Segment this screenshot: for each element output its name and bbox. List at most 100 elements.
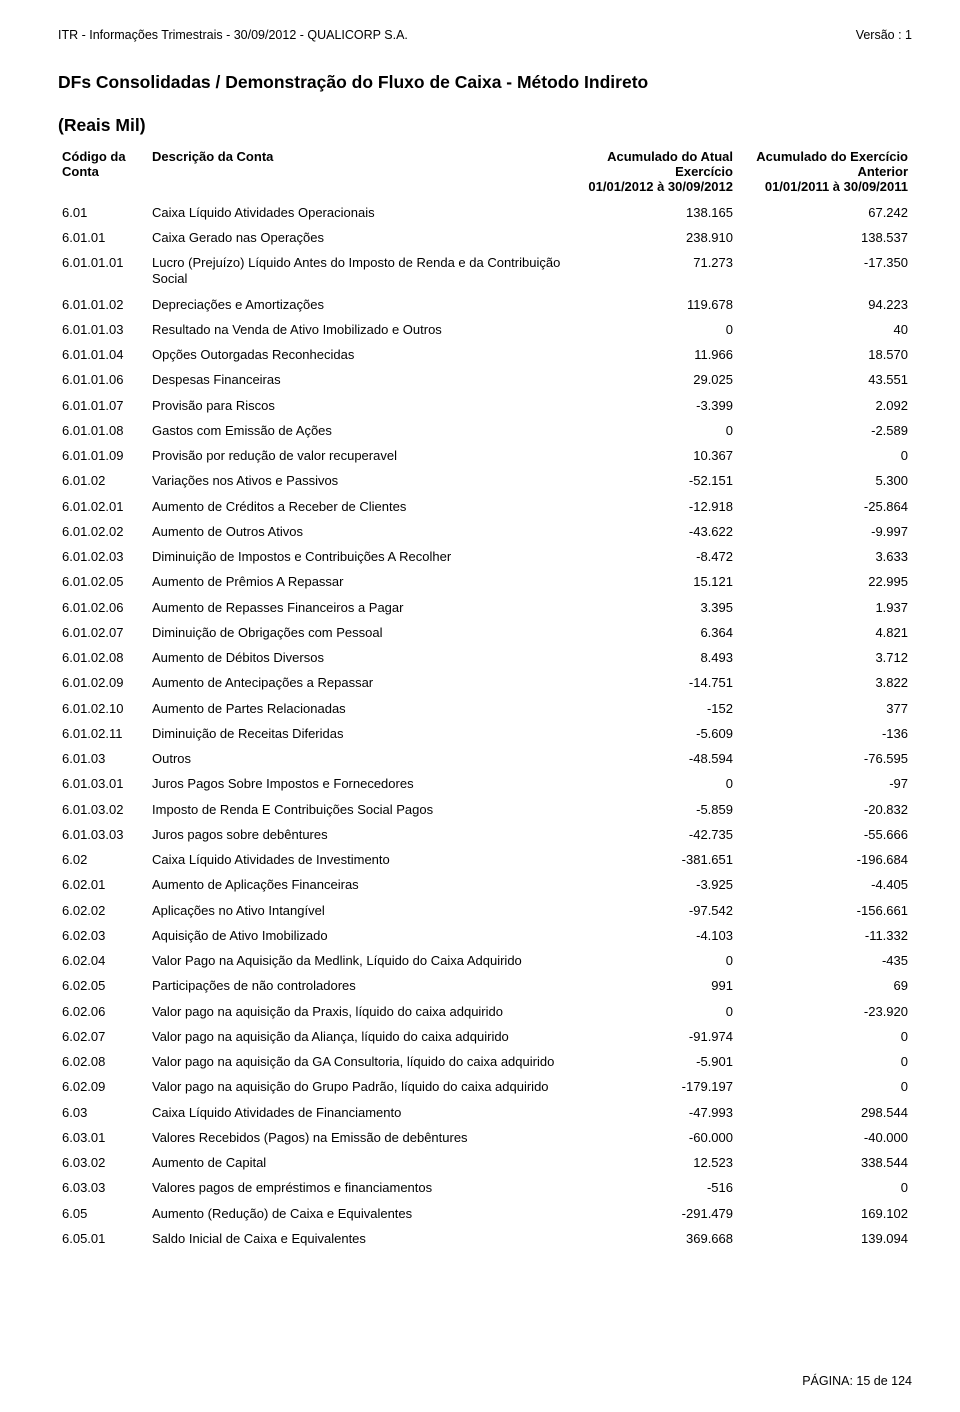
cell-value-previous: 298.544 bbox=[737, 1100, 912, 1125]
cell-code: 6.01.01 bbox=[58, 225, 148, 250]
cell-value-previous: 40 bbox=[737, 317, 912, 342]
cashflow-table: Código da Conta Descrição da Conta Acumu… bbox=[58, 146, 912, 1252]
table-row: 6.02.04Valor Pago na Aquisição da Medlin… bbox=[58, 949, 912, 974]
table-row: 6.02.05Participações de não controladore… bbox=[58, 974, 912, 999]
col-header-current-l2: Exercício bbox=[675, 164, 733, 179]
cell-description: Imposto de Renda E Contribuições Social … bbox=[148, 797, 567, 822]
cell-code: 6.01.02.07 bbox=[58, 620, 148, 645]
cell-description: Lucro (Prejuízo) Líquido Antes do Impost… bbox=[148, 251, 567, 293]
table-row: 6.03.03Valores pagos de empréstimos e fi… bbox=[58, 1176, 912, 1201]
cell-value-previous: 0 bbox=[737, 1176, 912, 1201]
cell-description: Provisão para Riscos bbox=[148, 393, 567, 418]
table-row: 6.01.01.01Lucro (Prejuízo) Líquido Antes… bbox=[58, 251, 912, 293]
cell-value-current: 29.025 bbox=[567, 368, 737, 393]
cell-description: Aumento de Repasses Financeiros a Pagar bbox=[148, 595, 567, 620]
cell-code: 6.01.02.02 bbox=[58, 519, 148, 544]
table-row: 6.03Caixa Líquido Atividades de Financia… bbox=[58, 1100, 912, 1125]
cell-description: Aumento de Antecipações a Repassar bbox=[148, 671, 567, 696]
table-row: 6.02.01Aumento de Aplicações Financeiras… bbox=[58, 873, 912, 898]
cell-value-previous: -435 bbox=[737, 949, 912, 974]
cell-value-previous: -196.684 bbox=[737, 848, 912, 873]
cell-description: Diminuição de Obrigações com Pessoal bbox=[148, 620, 567, 645]
cell-code: 6.01.01.04 bbox=[58, 343, 148, 368]
cell-description: Diminuição de Receitas Diferidas bbox=[148, 721, 567, 746]
cell-value-previous: 5.300 bbox=[737, 469, 912, 494]
table-row: 6.01.01.09Provisão por redução de valor … bbox=[58, 444, 912, 469]
cell-code: 6.01.03.01 bbox=[58, 772, 148, 797]
cell-code: 6.03.02 bbox=[58, 1151, 148, 1176]
cell-value-previous: -2.589 bbox=[737, 418, 912, 443]
table-row: 6.01.02.09Aumento de Antecipações a Repa… bbox=[58, 671, 912, 696]
table-row: 6.05.01Saldo Inicial de Caixa e Equivale… bbox=[58, 1226, 912, 1251]
table-row: 6.01.03.02Imposto de Renda E Contribuiçõ… bbox=[58, 797, 912, 822]
cell-code: 6.05.01 bbox=[58, 1226, 148, 1251]
cell-code: 6.01.01.01 bbox=[58, 251, 148, 293]
cell-description: Aumento de Outros Ativos bbox=[148, 519, 567, 544]
cell-description: Outros bbox=[148, 747, 567, 772]
cell-value-previous: 0 bbox=[737, 1024, 912, 1049]
cell-value-current: -42.735 bbox=[567, 822, 737, 847]
cell-code: 6.03.01 bbox=[58, 1125, 148, 1150]
cell-value-current: -97.542 bbox=[567, 898, 737, 923]
cell-value-current: -4.103 bbox=[567, 923, 737, 948]
cell-description: Caixa Gerado nas Operações bbox=[148, 225, 567, 250]
cell-description: Gastos com Emissão de Ações bbox=[148, 418, 567, 443]
cell-code: 6.01.02.08 bbox=[58, 646, 148, 671]
table-row: 6.01Caixa Líquido Atividades Operacionai… bbox=[58, 200, 912, 225]
cell-description: Depreciações e Amortizações bbox=[148, 292, 567, 317]
cell-description: Despesas Financeiras bbox=[148, 368, 567, 393]
cell-description: Variações nos Ativos e Passivos bbox=[148, 469, 567, 494]
cell-code: 6.01.02 bbox=[58, 469, 148, 494]
cell-code: 6.02.01 bbox=[58, 873, 148, 898]
cell-value-previous: -25.864 bbox=[737, 494, 912, 519]
section-title: DFs Consolidadas / Demonstração do Fluxo… bbox=[58, 72, 912, 93]
cell-value-previous: 338.544 bbox=[737, 1151, 912, 1176]
cell-code: 6.01.03.03 bbox=[58, 822, 148, 847]
cell-description: Aumento de Partes Relacionadas bbox=[148, 696, 567, 721]
cell-code: 6.01.02.01 bbox=[58, 494, 148, 519]
header-right: Versão : 1 bbox=[856, 28, 912, 42]
cell-code: 6.03 bbox=[58, 1100, 148, 1125]
cell-value-previous: -4.405 bbox=[737, 873, 912, 898]
cell-description: Juros Pagos Sobre Impostos e Fornecedore… bbox=[148, 772, 567, 797]
cell-value-current: -3.399 bbox=[567, 393, 737, 418]
cell-value-current: -91.974 bbox=[567, 1024, 737, 1049]
cell-value-current: -12.918 bbox=[567, 494, 737, 519]
cell-description: Provisão por redução de valor recuperave… bbox=[148, 444, 567, 469]
cell-value-current: 0 bbox=[567, 317, 737, 342]
cell-code: 6.02.02 bbox=[58, 898, 148, 923]
cell-code: 6.02.08 bbox=[58, 1050, 148, 1075]
cell-value-previous: 94.223 bbox=[737, 292, 912, 317]
cell-value-current: -516 bbox=[567, 1176, 737, 1201]
cell-value-current: -8.472 bbox=[567, 545, 737, 570]
cell-code: 6.02.05 bbox=[58, 974, 148, 999]
table-row: 6.01.01.02Depreciações e Amortizações119… bbox=[58, 292, 912, 317]
cell-code: 6.01.01.07 bbox=[58, 393, 148, 418]
cell-value-current: -5.609 bbox=[567, 721, 737, 746]
table-row: 6.02Caixa Líquido Atividades de Investim… bbox=[58, 848, 912, 873]
cell-value-previous: 139.094 bbox=[737, 1226, 912, 1251]
cell-value-current: 369.668 bbox=[567, 1226, 737, 1251]
cell-code: 6.01.01.09 bbox=[58, 444, 148, 469]
col-header-previous-l3: 01/01/2011 à 30/09/2011 bbox=[765, 179, 908, 194]
table-row: 6.02.03Aquisição de Ativo Imobilizado-4.… bbox=[58, 923, 912, 948]
cell-description: Opções Outorgadas Reconhecidas bbox=[148, 343, 567, 368]
cell-description: Diminuição de Impostos e Contribuições A… bbox=[148, 545, 567, 570]
table-row: 6.01.02Variações nos Ativos e Passivos-5… bbox=[58, 469, 912, 494]
cell-value-current: 0 bbox=[567, 999, 737, 1024]
cell-value-current: -52.151 bbox=[567, 469, 737, 494]
cell-description: Valor pago na aquisição da GA Consultori… bbox=[148, 1050, 567, 1075]
cell-value-current: -381.651 bbox=[567, 848, 737, 873]
table-row: 6.02.07Valor pago na aquisição da Alianç… bbox=[58, 1024, 912, 1049]
cell-description: Saldo Inicial de Caixa e Equivalentes bbox=[148, 1226, 567, 1251]
cell-value-current: -5.901 bbox=[567, 1050, 737, 1075]
cell-description: Aplicações no Ativo Intangível bbox=[148, 898, 567, 923]
cell-description: Valores Recebidos (Pagos) na Emissão de … bbox=[148, 1125, 567, 1150]
cell-value-previous: -23.920 bbox=[737, 999, 912, 1024]
cell-value-previous: 4.821 bbox=[737, 620, 912, 645]
cell-value-previous: -76.595 bbox=[737, 747, 912, 772]
cell-description: Caixa Líquido Atividades de Investimento bbox=[148, 848, 567, 873]
cell-value-previous: 1.937 bbox=[737, 595, 912, 620]
cell-value-current: 11.966 bbox=[567, 343, 737, 368]
cell-description: Aumento de Capital bbox=[148, 1151, 567, 1176]
